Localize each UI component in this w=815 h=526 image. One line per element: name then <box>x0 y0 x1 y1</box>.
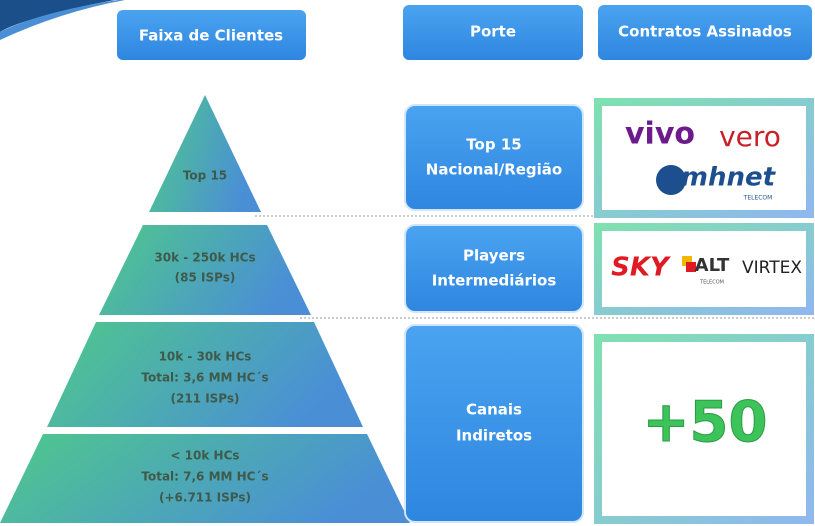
logo: mhnet <box>681 163 777 193</box>
tier-label: Top 15 <box>183 169 227 183</box>
porte-label: Canais <box>466 401 522 419</box>
porte-label: Indiretos <box>456 427 532 445</box>
contract-box <box>594 98 814 218</box>
pyramid-tier <box>149 95 261 212</box>
contract-count: +50 <box>643 390 768 455</box>
porte-label: Intermediários <box>432 272 557 290</box>
contract-box <box>594 334 814 524</box>
header-box <box>598 5 812 60</box>
tier-label: (211 ISPs) <box>170 392 239 406</box>
logo: VIRTEX <box>742 258 802 278</box>
porte-label: Players <box>463 247 525 265</box>
logo: TELECOM <box>699 280 724 286</box>
logo: TELECOM <box>743 195 773 202</box>
tier-label: 10k - 30k HCs <box>159 350 252 364</box>
tier-label: (85 ISPs) <box>175 271 236 285</box>
tier-label: (+6.711 ISPs) <box>159 491 251 505</box>
logo-icon <box>686 262 696 272</box>
corner-decoration <box>0 0 115 32</box>
header-box <box>403 5 583 60</box>
tier-label: Total: 7,6 MM HC´s <box>141 470 268 484</box>
header: Faixa de Clientes <box>139 27 283 45</box>
tier-label: 30k - 250k HCs <box>154 251 255 265</box>
porte-label: Top 15 <box>466 136 521 154</box>
tier-label: Total: 3,6 MM HC´s <box>141 371 268 385</box>
tier-label: < 10k HCs <box>170 449 239 463</box>
header: Porte <box>470 23 516 41</box>
pyramid-tier <box>47 322 363 427</box>
header-box <box>117 10 306 60</box>
logo: vivo <box>625 117 695 152</box>
porte-box <box>404 324 584 523</box>
logo: vero <box>719 120 781 153</box>
pyramid-tier <box>99 225 311 315</box>
header: Contratos Assinados <box>618 23 792 41</box>
logo-icon <box>682 256 692 266</box>
logo: SKY <box>611 253 672 283</box>
contract-box <box>594 223 814 315</box>
porte-label: Nacional/Região <box>426 161 562 179</box>
logo: ALT <box>695 255 730 276</box>
porte-box <box>404 224 584 313</box>
porte-box <box>404 104 584 211</box>
pyramid-tier <box>0 434 410 523</box>
logo-icon <box>656 165 686 195</box>
